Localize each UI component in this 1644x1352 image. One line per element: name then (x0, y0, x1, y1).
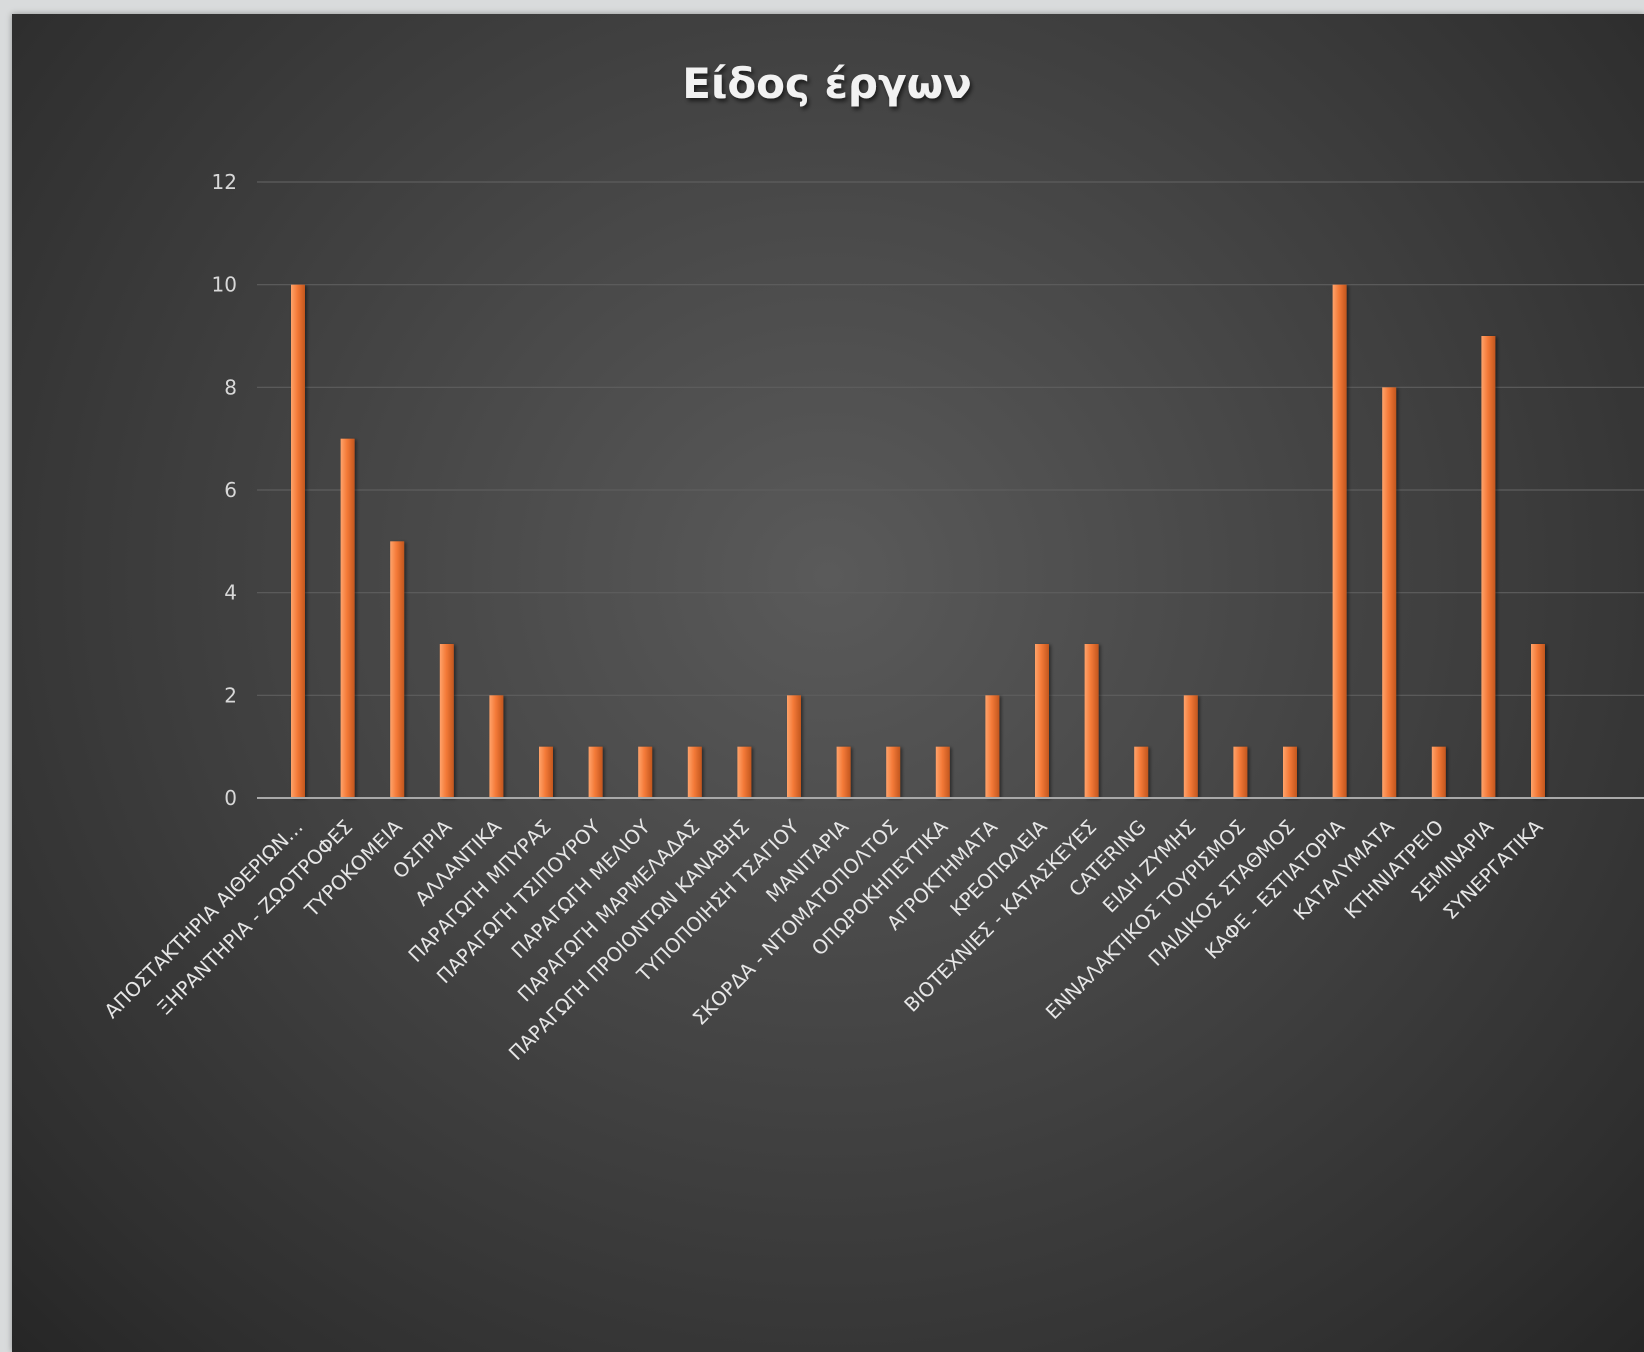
bar (539, 746, 553, 798)
x-tick-label: ΑΠΟΣΤΑΚΤΗΡΙΑ ΑΙΘΕΡΙΩΝ… (100, 815, 308, 1023)
bar (588, 746, 603, 798)
bar (985, 695, 1000, 798)
bar (1431, 746, 1446, 798)
y-tick-label: 4 (224, 581, 237, 605)
bar (737, 746, 752, 798)
bar (1084, 644, 1099, 798)
bar (1035, 644, 1049, 798)
bar (1531, 644, 1545, 798)
bar (687, 746, 702, 798)
chart-title: Είδος έργων (682, 59, 971, 108)
x-tick-label: ΞΗΡΑΝΤΗΡΙΑ - ΖΩΟΤΡΟΦΕΣ (153, 815, 357, 1019)
bar (291, 284, 305, 799)
bar (836, 746, 851, 798)
bar (489, 695, 504, 798)
bar (1481, 336, 1496, 798)
bars (291, 284, 1545, 799)
chart-area: Είδος έργων 0 2 4 6 8 10 12 ΑΠΟΣΤΑΚΤΗΡΙΑ ΑΙΘΕΡ… (12, 14, 1644, 1352)
bar (935, 746, 950, 798)
bar-chart: Είδος έργων 0 2 4 6 8 10 12 ΑΠΟΣΤΑΚΤΗΡΙΑ ΑΙΘΕΡ… (100, 59, 1644, 1065)
bar (1283, 746, 1297, 798)
bar (340, 438, 355, 798)
bar (439, 644, 454, 798)
y-tick-label: 0 (224, 786, 237, 810)
gridlines (257, 181, 1644, 696)
bar (1134, 746, 1149, 798)
bar (886, 746, 901, 798)
bar (638, 746, 653, 798)
y-tick-label: 8 (224, 375, 237, 399)
y-tick-label: 12 (212, 170, 237, 194)
bar (1233, 746, 1248, 798)
bar (390, 541, 405, 798)
y-tick-label: 6 (224, 478, 237, 502)
x-axis-labels: ΑΠΟΣΤΑΚΤΗΡΙΑ ΑΙΘΕΡΙΩΝ…ΞΗΡΑΝΤΗΡΙΑ - ΖΩΟΤΡ… (100, 815, 1548, 1065)
bar (1332, 284, 1347, 799)
bar (1183, 695, 1198, 798)
bar (787, 695, 801, 798)
bar (1382, 387, 1397, 798)
y-tick-label: 10 (212, 273, 237, 297)
y-tick-label: 2 (224, 683, 237, 707)
y-axis-ticks: 0 2 4 6 8 10 12 (212, 170, 237, 810)
